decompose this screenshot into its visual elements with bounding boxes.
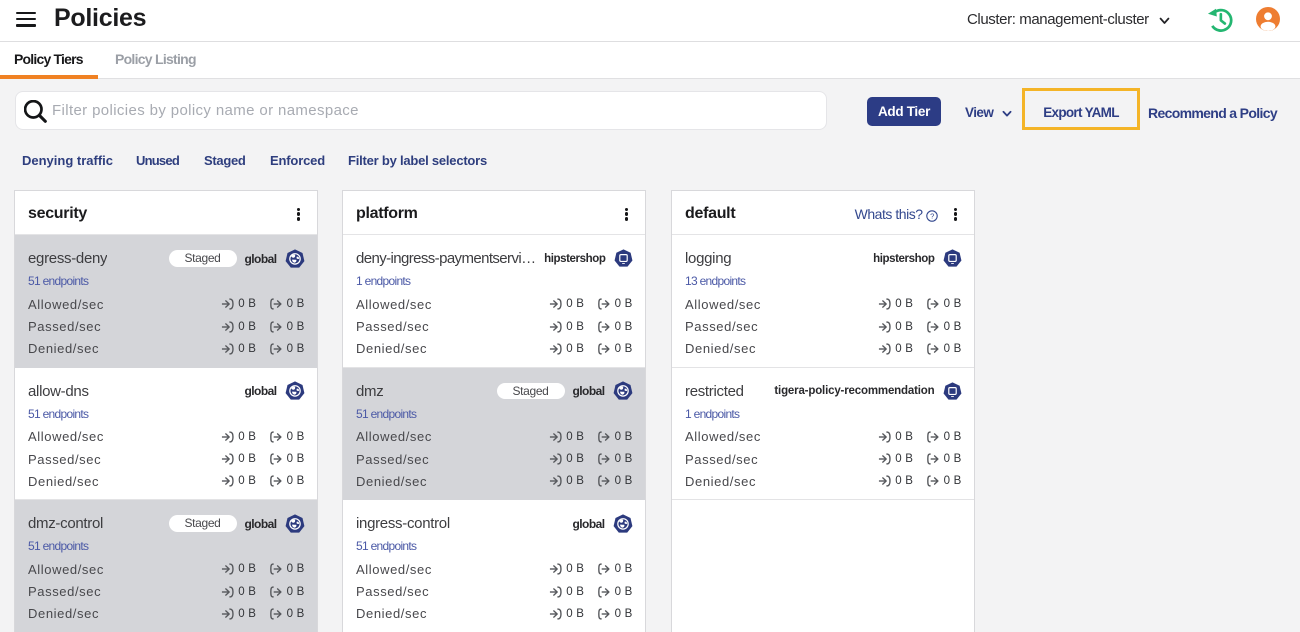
svg-text:?: ? bbox=[930, 211, 934, 220]
